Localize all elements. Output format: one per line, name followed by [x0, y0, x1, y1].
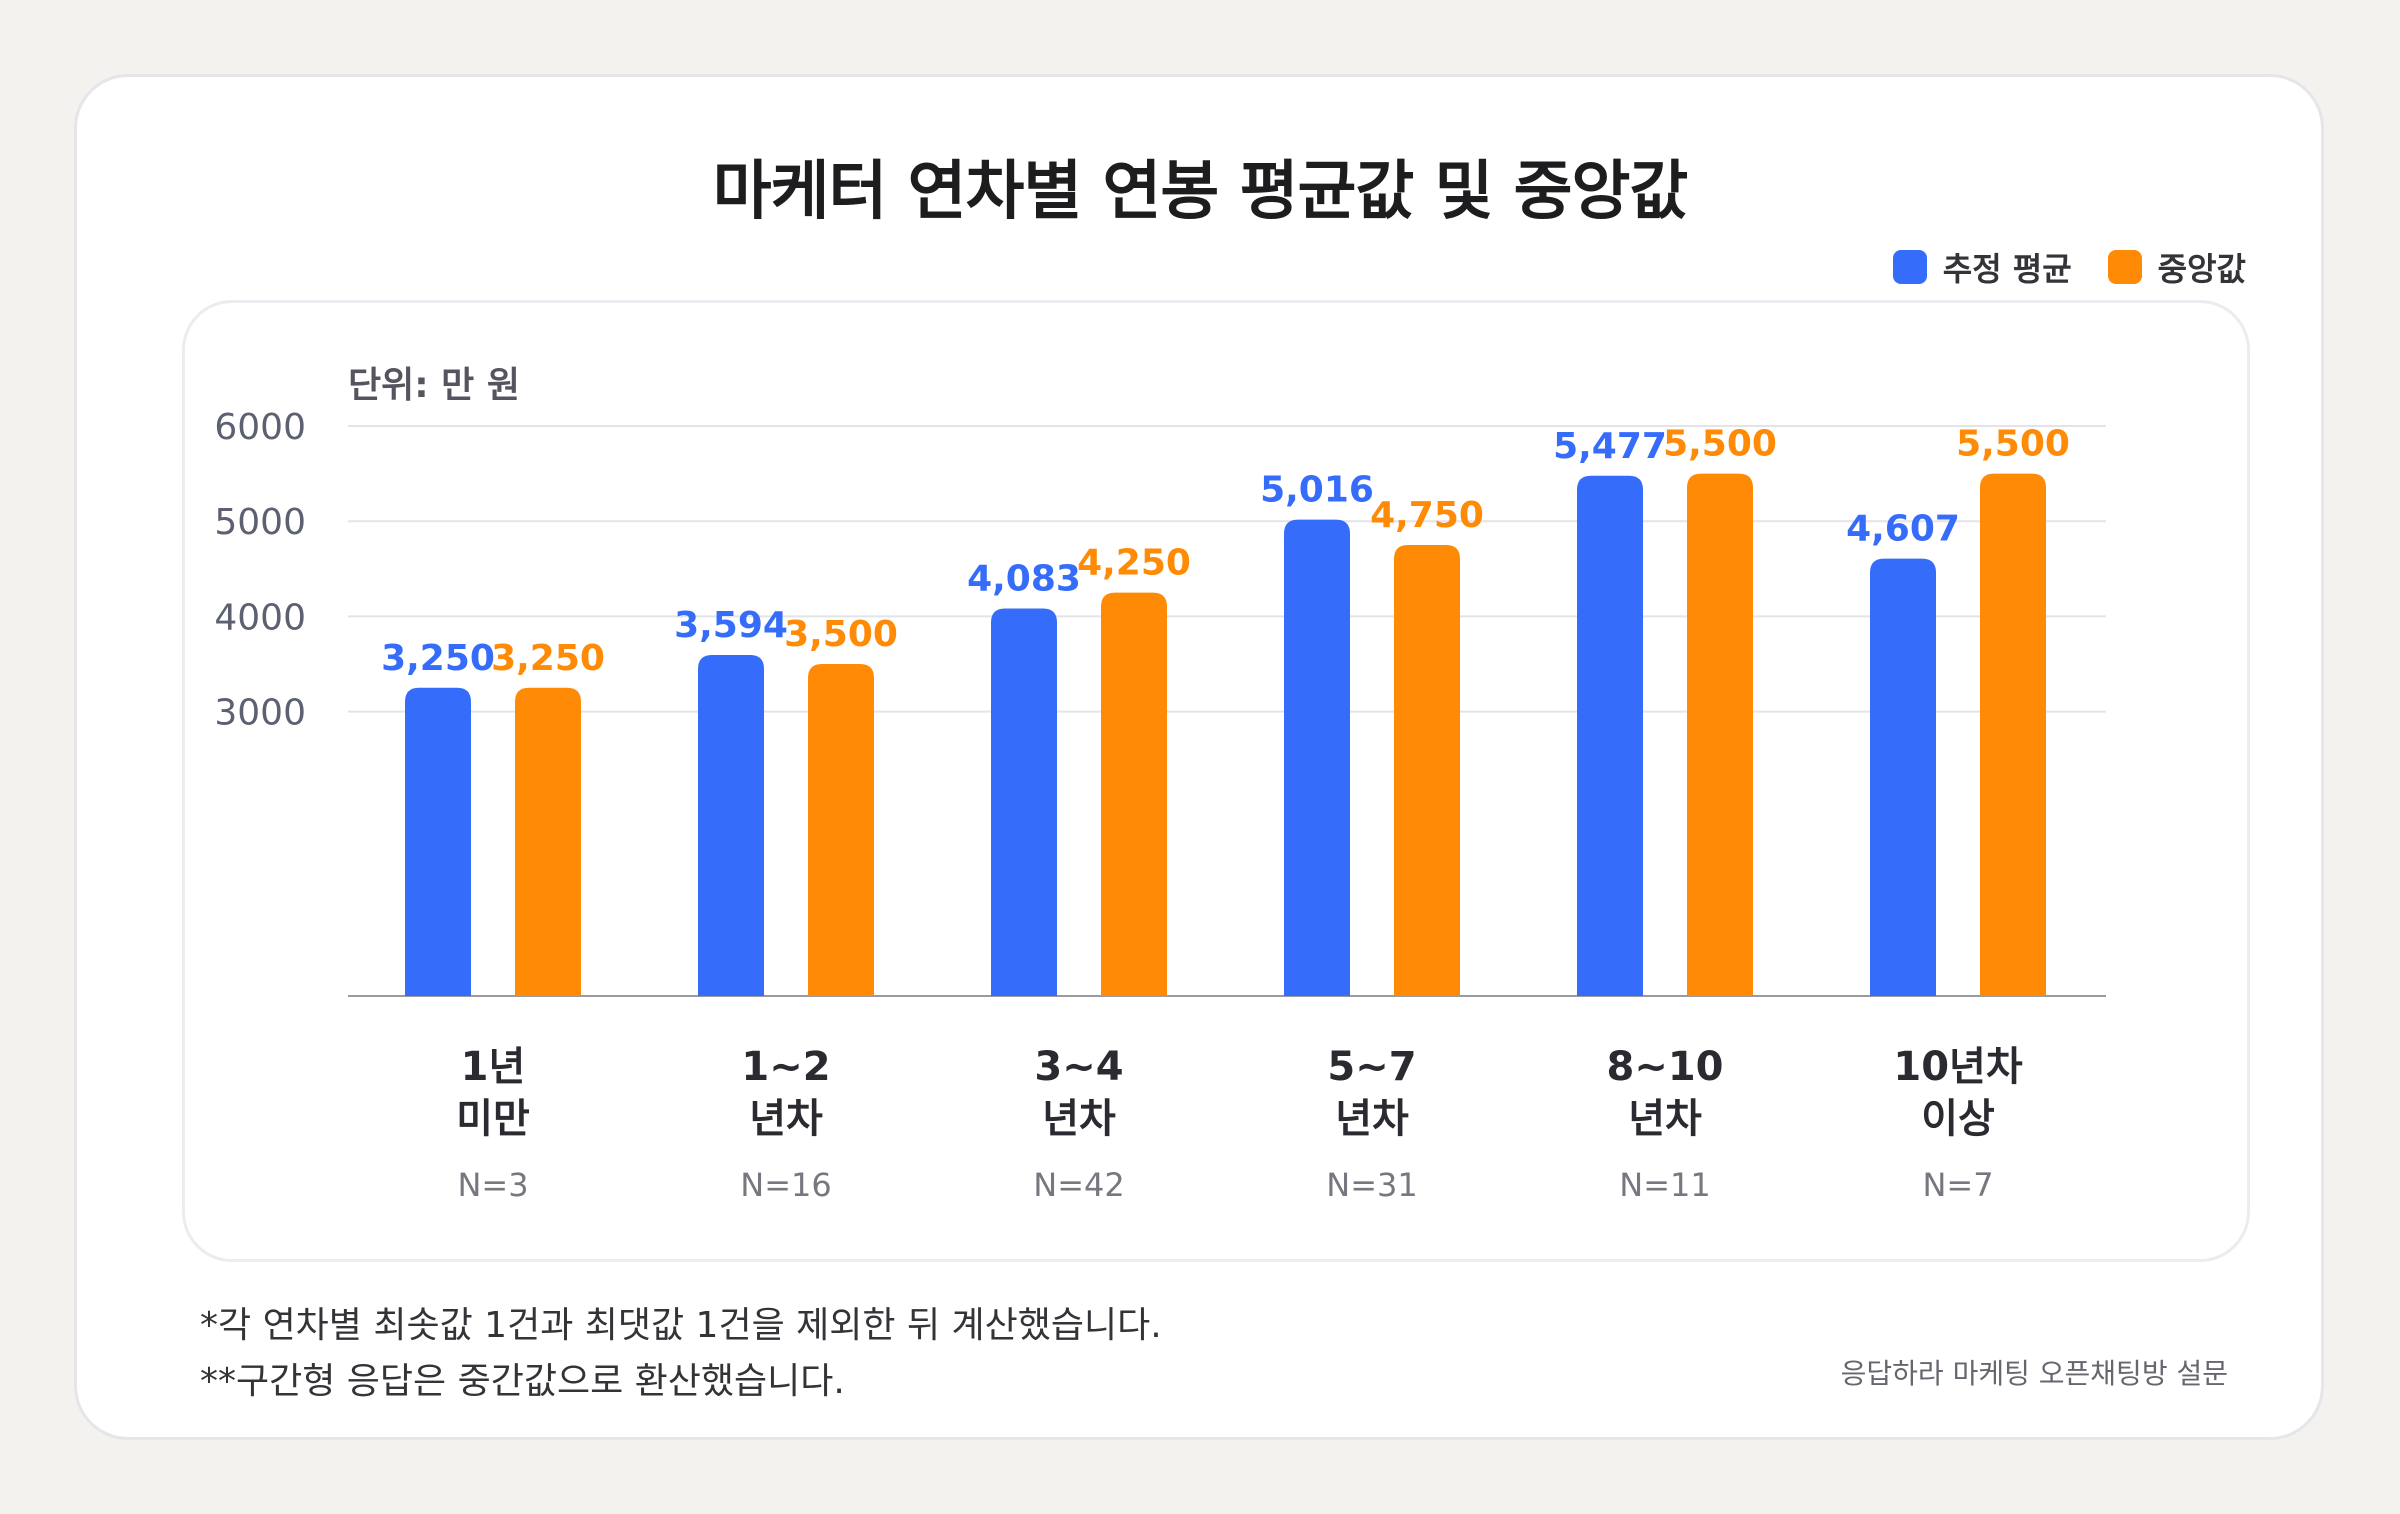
legend-label-mean: 추정 평균 [1942, 250, 2072, 288]
x-tick-label-line2: 년차 [1042, 1096, 1116, 1142]
x-tick-label-line1: 3~4 [1034, 1044, 1123, 1090]
sample-size-label: N=16 [740, 1166, 831, 1204]
sample-size-label: N=11 [1619, 1166, 1710, 1204]
sample-size-label: N=31 [1326, 1166, 1417, 1204]
bar-mean [698, 655, 764, 996]
legend-swatch-mean [1892, 250, 1927, 284]
sample-size-label: N=42 [1033, 1166, 1124, 1204]
bar-mean [405, 687, 471, 996]
data-label-mean: 4,083 [967, 558, 1081, 599]
x-tick-label-line2: 년차 [1335, 1096, 1409, 1142]
sample-size-label: N=7 [1922, 1166, 1993, 1204]
bar-median [1980, 473, 2046, 997]
footnote-2: **구간형 응답은 중간값으로 환산했습니다. [200, 1361, 845, 1402]
legend-label-median: 중앙값 [2157, 250, 2246, 288]
sample-size-label: N=3 [457, 1166, 528, 1204]
y-tick-label: 6000 [214, 407, 306, 448]
bar-mean [991, 608, 1057, 996]
data-label-mean: 3,594 [674, 605, 788, 646]
data-label-mean: 3,250 [381, 638, 495, 679]
x-tick-label-line1: 10년차 [1893, 1044, 2022, 1090]
legend-item-median: 중앙값 [2107, 244, 2246, 290]
x-tick-label-line1: 1년 [461, 1044, 526, 1090]
data-label-median: 3,250 [491, 638, 605, 679]
legend-swatch-median [2107, 250, 2142, 284]
data-label-mean: 5,016 [1260, 470, 1374, 511]
data-label-median: 4,750 [1370, 495, 1484, 536]
x-tick-label-line1: 8~10 [1606, 1044, 1723, 1090]
source-label: 응답하라 마케팅 오픈채팅방 설문 [1840, 1357, 2228, 1390]
y-tick-label: 4000 [214, 597, 306, 638]
footnote-1: *각 연차별 최솟값 1건과 최댓값 1건을 제외한 뒤 계산했습니다. [200, 1305, 1162, 1346]
bar-median [1687, 473, 1753, 997]
legend: 추정 평균 중앙값 [1857, 244, 2246, 290]
data-label-median: 5,500 [1956, 424, 2070, 465]
x-tick-label-line2: 미만 [456, 1096, 530, 1142]
data-label-median: 3,500 [784, 614, 898, 655]
bar-mean [1284, 519, 1350, 996]
bar-mean [1577, 475, 1643, 996]
bar-median [515, 687, 581, 996]
data-label-median: 4,250 [1077, 543, 1191, 584]
chart-title: 마케터 연차별 연봉 평균값 및 중앙값 [712, 155, 1689, 229]
x-tick-label-line2: 년차 [749, 1096, 823, 1142]
unit-label: 단위: 만 원 [348, 365, 520, 406]
x-tick-label-line1: 5~7 [1327, 1044, 1416, 1090]
x-tick-label-line2: 년차 [1628, 1096, 1702, 1142]
data-label-mean: 4,607 [1846, 509, 1960, 550]
x-tick-label-line1: 1~2 [741, 1044, 830, 1090]
data-label-median: 5,500 [1663, 424, 1777, 465]
legend-item-mean: 추정 평균 [1892, 244, 2072, 290]
bar-median [1394, 545, 1460, 996]
x-tick-label-line2: 이상 [1921, 1096, 1995, 1142]
y-tick-label: 5000 [214, 502, 306, 543]
y-tick-label: 3000 [214, 693, 306, 734]
bar-mean [1870, 558, 1936, 996]
data-label-mean: 5,477 [1553, 426, 1667, 467]
bar-median [808, 664, 874, 996]
bar-median [1101, 592, 1167, 996]
